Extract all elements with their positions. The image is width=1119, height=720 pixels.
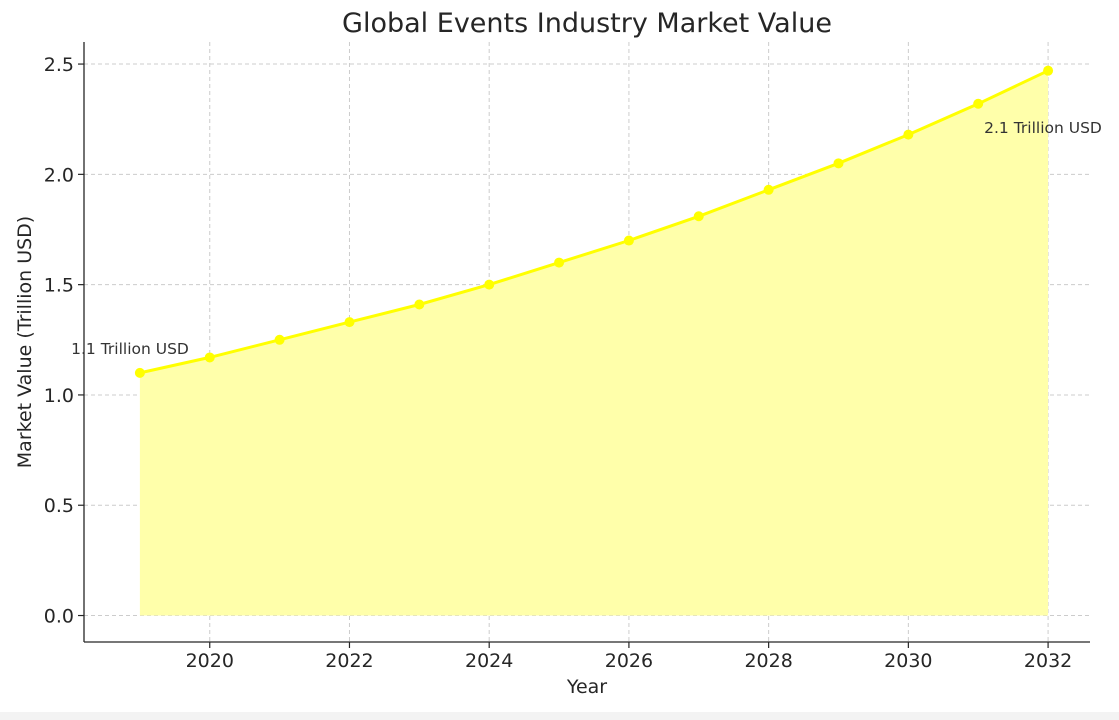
data-point [484,279,495,290]
x-tick-label: 2026 [605,650,653,672]
data-point [134,367,145,378]
data-point [204,352,215,363]
y-axis-title: Market Value (Trillion USD) [14,216,36,468]
data-point [833,158,844,169]
data-point [763,184,774,195]
end-value-annotation: 2.1 Trillion USD [984,119,1102,137]
data-point [1043,65,1054,76]
start-value-annotation: 1.1 Trillion USD [71,340,189,358]
chart-title: Global Events Industry Market Value [342,8,832,39]
ticks: 2020 2022 2024 2026 2028 2030 2032 0.0 0.5 1.0 1.5… [44,54,1072,672]
x-tick-label: 2030 [884,650,932,672]
data-point [414,299,425,310]
y-tick-label: 0.0 [44,606,74,628]
data-point [623,235,634,246]
data-point [344,317,355,328]
x-tick-label: 2022 [325,650,373,672]
data-point [903,129,914,140]
data-point [274,334,285,345]
y-tick-label: 2.5 [44,54,74,76]
x-tick-label: 2028 [744,650,792,672]
data-point [693,211,704,222]
x-tick-label: 2032 [1024,650,1072,672]
x-axis-title: Year [566,676,607,698]
y-tick-label: 1.5 [44,275,74,297]
x-tick-label: 2024 [465,650,513,672]
data-point [973,98,984,109]
axes [83,42,1090,643]
area-fill [139,70,1049,616]
x-tick-label: 2020 [186,650,234,672]
y-tick-label: 0.5 [44,495,74,517]
data-points [134,65,1054,378]
y-tick-label: 2.0 [44,164,74,186]
series-line [139,69,1049,375]
data-point [554,257,565,268]
y-tick-label: 1.0 [44,385,74,407]
